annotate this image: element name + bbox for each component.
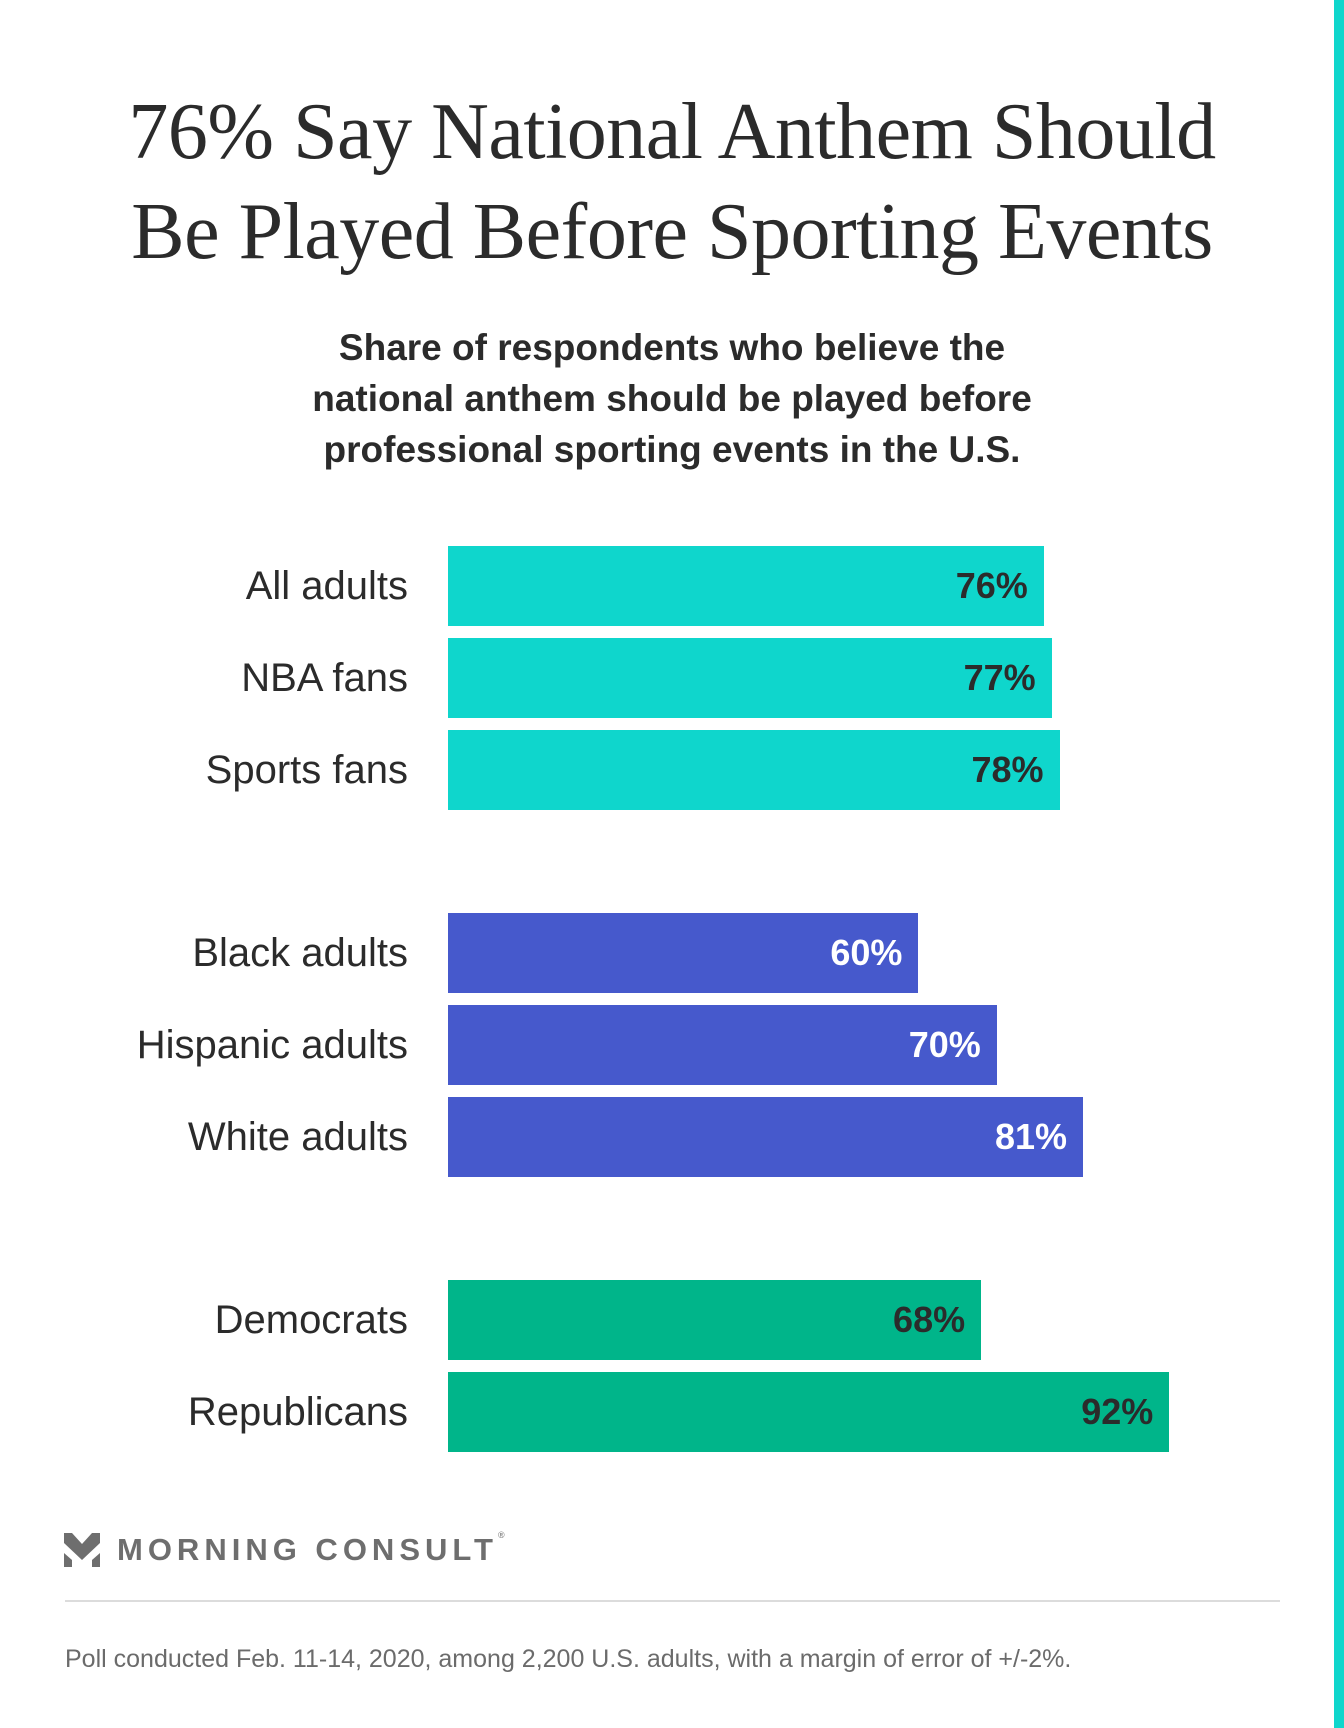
chart-title: 76% Say National Anthem Should Be Played… xyxy=(0,82,1344,282)
morning-consult-logo-icon xyxy=(64,1533,100,1567)
bar-chart: All adults 76% NBA fans 77% Sports fans 78% Bl… xyxy=(136,546,1170,1452)
category-label: Hispanic adults xyxy=(136,1023,408,1067)
logo-wordmark: MORNING CONSULT® xyxy=(117,1530,505,1568)
bar: 77% xyxy=(448,638,1052,718)
chart-subtitle-line-3: professional sporting events in the U.S. xyxy=(323,429,1021,470)
data-label: 60% xyxy=(830,932,903,973)
category-label: White adults xyxy=(187,1115,408,1159)
data-label: 70% xyxy=(908,1024,981,1065)
footer-divider xyxy=(65,1600,1280,1602)
category-label: NBA fans xyxy=(241,656,408,700)
data-label: 77% xyxy=(963,657,1036,698)
methodology-footnote: Poll conducted Feb. 11-14, 2020, among 2… xyxy=(65,1645,1072,1673)
category-label: Republicans xyxy=(187,1390,408,1434)
bar: 76% xyxy=(448,546,1044,626)
accent-stripe xyxy=(1334,0,1344,1728)
category-label: Sports fans xyxy=(205,748,408,792)
bar: 92% xyxy=(448,1372,1170,1452)
chart-subtitle-line-1: Share of respondents who believe the xyxy=(338,327,1006,368)
bar: 60% xyxy=(448,913,919,993)
logo-wordmark-text: MORNING CONSULT xyxy=(117,1532,498,1567)
category-label: Black adults xyxy=(192,931,408,975)
category-label: Democrats xyxy=(214,1298,408,1342)
registered-mark: ® xyxy=(497,1530,505,1540)
category-label: All adults xyxy=(245,564,408,608)
chart-title-line-1: 76% Say National Anthem Should xyxy=(128,88,1216,176)
chart-subtitle: Share of respondents who believe the nat… xyxy=(0,322,1344,475)
data-label: 81% xyxy=(994,1116,1068,1157)
bar: 68% xyxy=(448,1280,982,1360)
bar: 81% xyxy=(448,1097,1084,1177)
bar: 78% xyxy=(448,730,1060,810)
chart-title-line-2: Be Played Before Sporting Events xyxy=(131,188,1213,276)
data-label: 76% xyxy=(955,565,1028,606)
data-label: 78% xyxy=(971,749,1044,790)
bar: 70% xyxy=(448,1005,997,1085)
morning-consult-logo: MORNING CONSULT® xyxy=(64,1530,505,1570)
data-label: 92% xyxy=(1081,1391,1154,1432)
data-label: 68% xyxy=(893,1299,966,1340)
chart-subtitle-line-2: national anthem should be played before xyxy=(312,378,1032,419)
